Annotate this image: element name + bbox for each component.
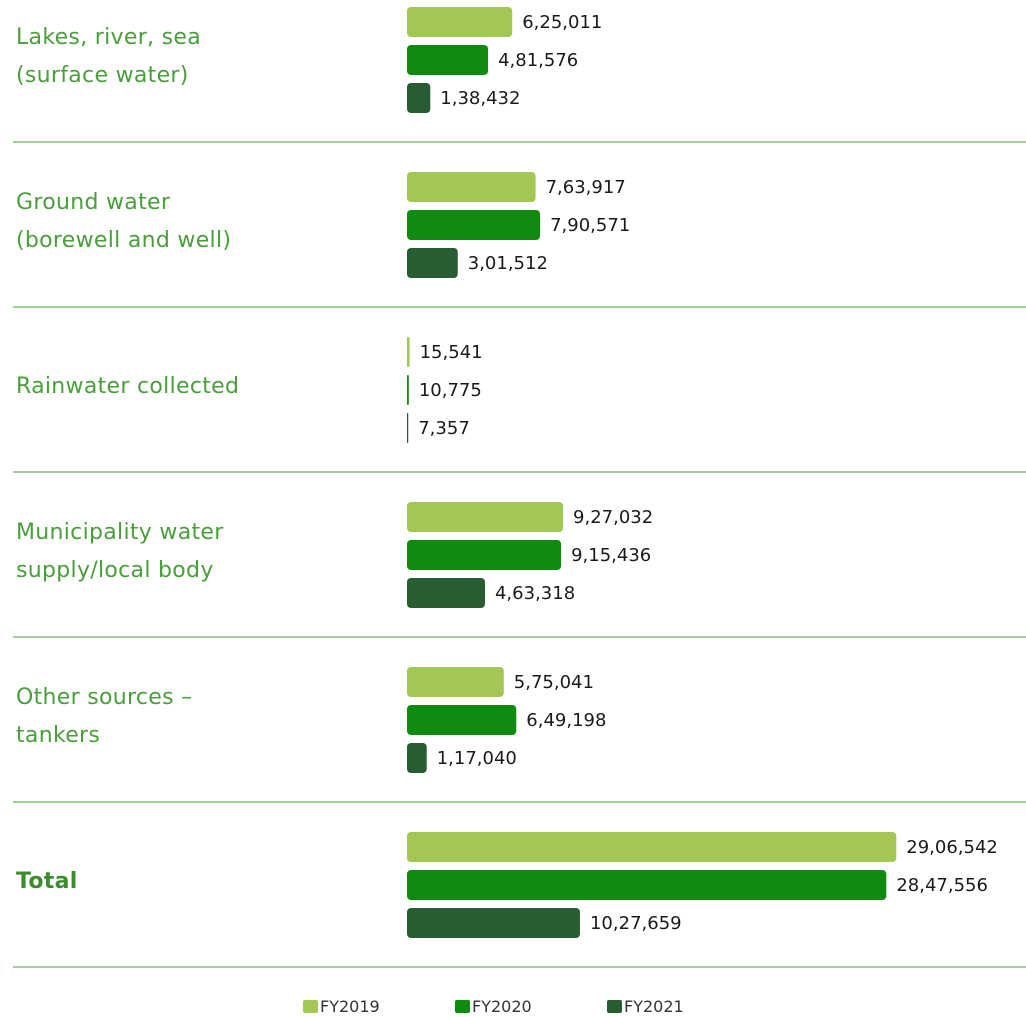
bar <box>407 832 897 862</box>
value-label: 1,17,040 <box>437 748 517 769</box>
legend-swatch <box>607 1000 622 1013</box>
legend-item: FY2021 <box>607 997 684 1016</box>
category-label: Municipality water supply/local body <box>16 520 224 583</box>
value-label: 3,01,512 <box>468 253 548 274</box>
category-label: Other sources – tankers <box>16 685 193 748</box>
value-label: 6,49,198 <box>526 710 606 731</box>
value-label: 4,63,318 <box>495 583 575 604</box>
bar <box>407 743 427 773</box>
bar <box>407 337 410 367</box>
legend-swatch <box>303 1000 318 1013</box>
value-label: 7,357 <box>418 418 470 439</box>
category-label: Total <box>16 869 78 894</box>
bar <box>407 502 564 532</box>
bar <box>407 7 513 37</box>
value-label: 5,75,041 <box>514 672 594 693</box>
value-label: 6,25,011 <box>522 12 602 33</box>
legend-item: FY2020 <box>455 997 532 1016</box>
value-label: 10,775 <box>419 380 482 401</box>
bar <box>407 908 580 938</box>
value-label: 4,81,576 <box>498 50 578 71</box>
category-label: Lakes, river, sea (surface water) <box>16 25 201 88</box>
bar <box>407 578 485 608</box>
legend-label: FY2021 <box>624 997 684 1016</box>
category-label: Ground water (borewell and well) <box>16 190 232 253</box>
legend-swatch <box>455 1000 470 1013</box>
legend-label: FY2020 <box>472 997 532 1016</box>
bar <box>407 705 517 735</box>
category-label: Rainwater collected <box>16 374 240 399</box>
bar <box>407 248 458 278</box>
value-label: 1,38,432 <box>440 88 520 109</box>
bar <box>407 172 536 202</box>
bar <box>407 413 409 443</box>
bar <box>407 45 489 75</box>
legend-item: FY2019 <box>303 997 380 1016</box>
value-label: 10,27,659 <box>590 913 682 934</box>
value-label: 28,47,556 <box>896 875 988 896</box>
legend-label: FY2019 <box>320 997 380 1016</box>
bar <box>407 667 504 697</box>
bar <box>407 83 431 113</box>
value-label: 15,541 <box>420 342 483 363</box>
bar <box>407 375 409 405</box>
value-label: 9,27,032 <box>573 507 653 528</box>
bar <box>407 210 541 240</box>
bar <box>407 870 887 900</box>
value-label: 29,06,542 <box>906 837 998 858</box>
value-label: 9,15,436 <box>571 545 651 566</box>
value-label: 7,90,571 <box>550 215 630 236</box>
value-label: 7,63,917 <box>546 177 626 198</box>
bar <box>407 540 562 570</box>
